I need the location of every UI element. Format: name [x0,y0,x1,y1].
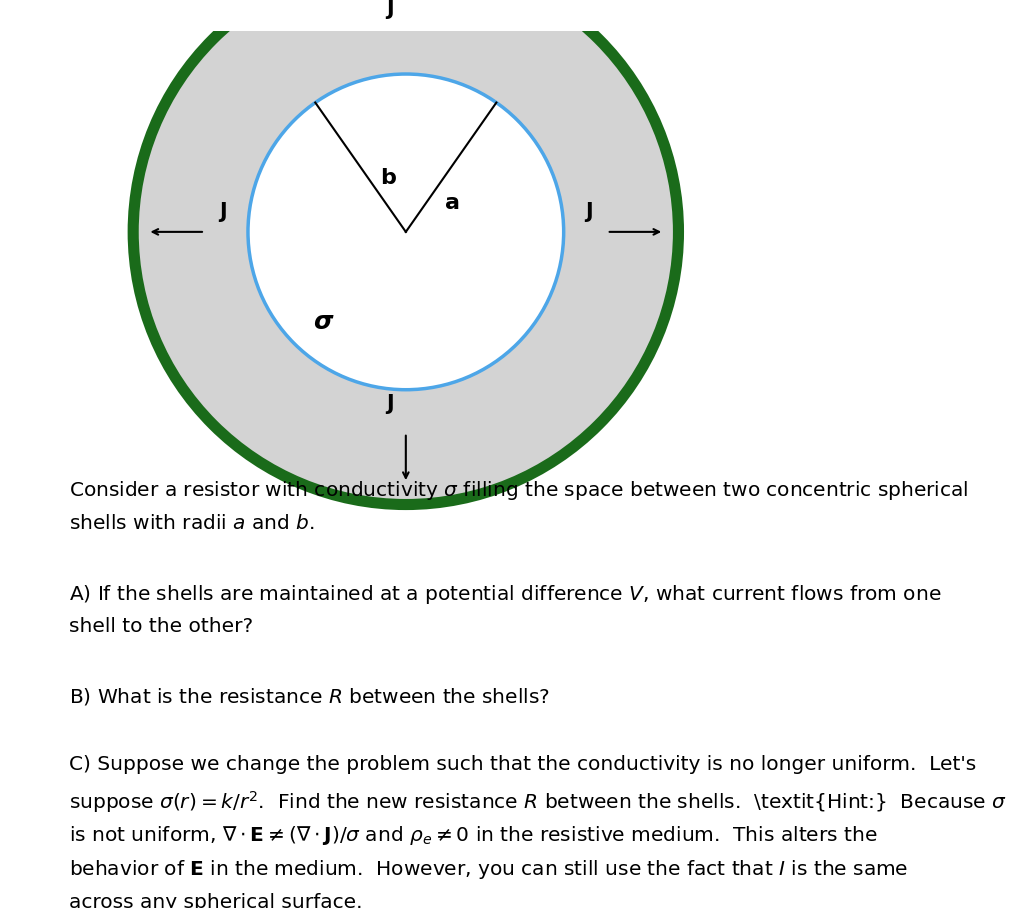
Text: a: a [445,193,460,213]
Text: J: J [386,394,394,414]
Text: behavior of $\mathbf{E}$ in the medium.  However, you can still use the fact tha: behavior of $\mathbf{E}$ in the medium. … [69,858,908,882]
Text: is not uniform, $\nabla \cdot \mathbf{E} \neq (\nabla \cdot \mathbf{J})/\sigma$ : is not uniform, $\nabla \cdot \mathbf{E}… [69,824,878,847]
Text: J: J [585,202,593,222]
Text: A) If the shells are maintained at a potential difference $V$, what current flow: A) If the shells are maintained at a pot… [69,583,941,606]
Text: b: b [380,168,396,188]
Text: shell to the other?: shell to the other? [69,617,253,637]
Text: shells with radii $a$ and $b$.: shells with radii $a$ and $b$. [69,514,314,533]
Text: across any spherical surface.: across any spherical surface. [69,893,362,908]
Text: J: J [219,202,226,222]
Circle shape [133,0,679,505]
Text: σ: σ [313,310,333,333]
Circle shape [248,74,563,390]
Text: suppose $\sigma(r) = k/r^2$.  Find the new resistance $R$ between the shells.  \: suppose $\sigma(r) = k/r^2$. Find the ne… [69,789,1007,815]
Text: Consider a resistor with conductivity $\sigma$ filling the space between two con: Consider a resistor with conductivity $\… [69,479,968,502]
Text: B) What is the resistance $R$ between the shells?: B) What is the resistance $R$ between th… [69,686,550,707]
Text: J: J [386,0,394,19]
Text: C) Suppose we change the problem such that the conductivity is no longer uniform: C) Suppose we change the problem such th… [69,755,976,774]
